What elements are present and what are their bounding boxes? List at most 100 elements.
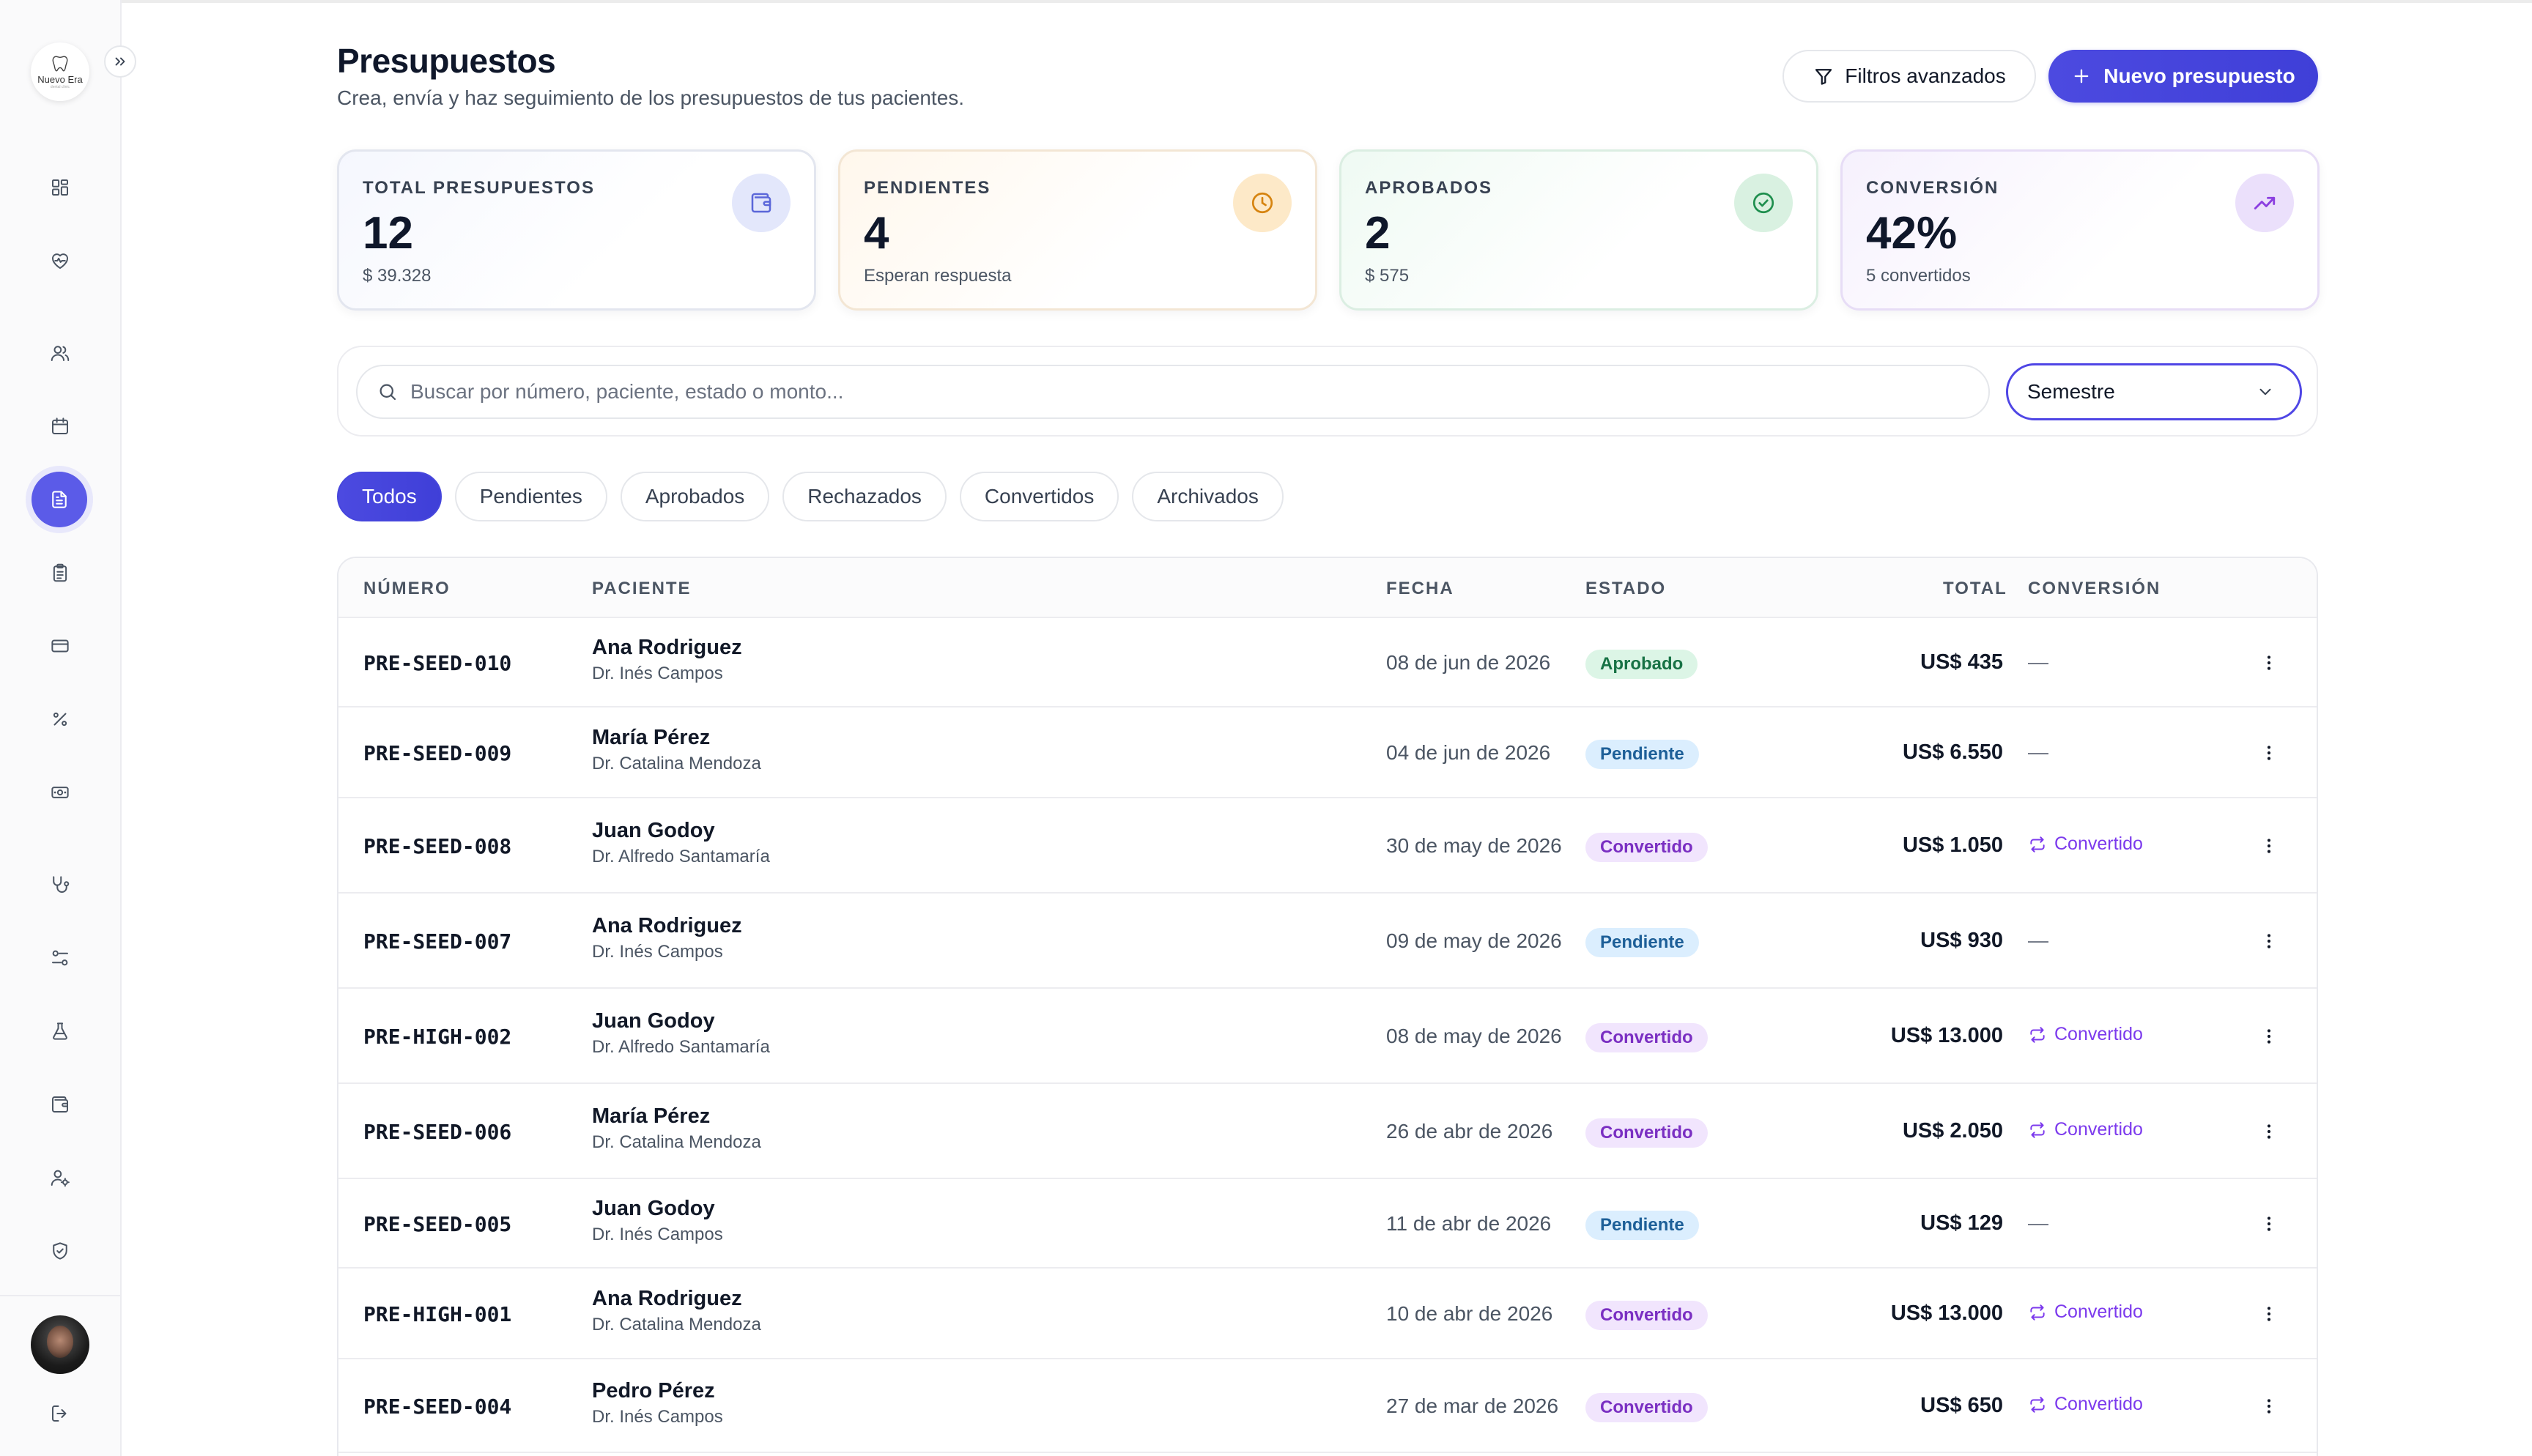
nav-dashboard[interactable] [34,161,86,214]
tab-convertidos[interactable]: Convertidos [959,472,1119,521]
repeat-icon [2030,836,2045,853]
table-row[interactable]: PRE-SEED-007 Ana Rodriguez Dr. Inés Campos… [338,894,2317,989]
nav-settings[interactable] [34,932,86,984]
document-icon [52,491,67,508]
check-circle-icon [1734,174,1793,232]
row-actions-button[interactable] [2258,652,2280,674]
period-select[interactable]: Semestre [2006,363,2302,420]
status-badge: Pendiente [1585,1211,1699,1240]
conversion-link[interactable]: Convertido [2028,1119,2143,1140]
row-actions-button[interactable] [2258,1121,2280,1143]
table-row[interactable]: PRE-HIGH-001 Ana Rodriguez Dr. Catalina Me… [338,1269,2317,1359]
doctor-name: Dr. Alfredo Santamaría [592,1037,770,1057]
nav-calendar[interactable] [34,400,86,453]
nav-security[interactable] [34,1225,86,1277]
table-row[interactable]: PRE-SEED-010 Ana Rodriguez Dr. Inés Campos… [338,618,2317,707]
nav-payments[interactable] [34,620,86,672]
sidebar-divider [0,1295,122,1296]
more-vertical-icon [2267,655,2271,670]
patient-name: Pedro Pérez [592,1379,715,1403]
table-row[interactable]: PRE-SEED-004 Pedro Pérez Dr. Inés Campos 27… [338,1359,2317,1453]
user-avatar[interactable] [31,1315,89,1374]
row-actions-button[interactable] [2258,742,2280,764]
stat-card-total: TOTAL PRESUPUESTOS 12 $ 39.328 [337,149,816,311]
table-row[interactable]: PRE-SEED-008 Juan Godoy Dr. Alfredo Santam… [338,798,2317,894]
budget-number[interactable]: PRE-SEED-005 [363,1212,512,1236]
row-actions-button[interactable] [2258,1025,2280,1047]
nav-clipboard[interactable] [34,546,86,599]
nav-wallet[interactable] [34,1078,86,1131]
tab-todos[interactable]: Todos [337,472,442,521]
conversion-link[interactable]: Convertido [2028,833,2143,855]
tab-rechazados[interactable]: Rechazados [782,472,947,521]
conversion-link[interactable]: Convertido [2028,1024,2143,1045]
trending-up-icon [2235,174,2294,232]
row-actions-button[interactable] [2258,930,2280,952]
header-estado: ESTADO [1585,579,1667,598]
search-bar: Semestre [337,346,2318,437]
search-icon [380,384,396,401]
budget-number[interactable]: PRE-HIGH-001 [363,1302,512,1326]
budget-number[interactable]: PRE-SEED-010 [363,651,512,675]
table-row[interactable]: PRE-SEED-006 María Pérez Dr. Catalina Mend… [338,1084,2317,1179]
conversion-label: Convertido [2054,833,2143,854]
nav-patients[interactable] [34,327,86,379]
doctor-name: Dr. Catalina Mendoza [592,1132,761,1152]
search-input[interactable] [410,380,1949,404]
search-field[interactable] [356,365,1990,419]
row-actions-button[interactable] [2258,835,2280,857]
stat-value: 2 [1365,208,1391,259]
budget-number[interactable]: PRE-SEED-009 [363,741,512,765]
conversion-link[interactable]: Convertido [2028,1301,2143,1323]
budget-date: 08 de jun de 2026 [1386,651,1551,674]
tab-aprobados[interactable]: Aprobados [620,472,770,521]
patient-name: Juan Godoy [592,1009,715,1033]
stat-card-approved: APROBADOS 2 $ 575 [1339,149,1818,311]
advanced-filters-button[interactable]: Filtros avanzados [1783,50,2036,103]
budget-number[interactable]: PRE-SEED-008 [363,834,512,858]
budget-total: US$ 129 [1920,1211,2003,1235]
budget-number[interactable]: PRE-SEED-007 [363,929,512,954]
logout-icon [52,1405,67,1422]
doctor-name: Dr. Catalina Mendoza [592,754,761,773]
patient-cell: Ana Rodriguez Dr. Inés Campos [592,913,742,963]
nav-presupuestos[interactable] [32,472,87,527]
row-actions-button[interactable] [2258,1303,2280,1325]
tab-pendientes[interactable]: Pendientes [454,472,607,521]
wallet-icon [52,1096,68,1113]
budget-date: 26 de abr de 2026 [1386,1120,1553,1143]
table-row[interactable]: PRE-HIGH-002 Juan Godoy Dr. Alfredo Santam… [338,989,2317,1084]
table-row[interactable]: PRE-SEED-005 Juan Godoy Dr. Inés Campos 11 … [338,1179,2317,1269]
more-vertical-icon [2267,839,2271,853]
more-vertical-icon [2267,746,2271,760]
clinic-logo[interactable]: Nuevo Era dental clinic [31,42,89,101]
row-actions-button[interactable] [2258,1213,2280,1235]
nav-users-admin[interactable] [34,1151,86,1204]
patient-name: Ana Rodriguez [592,636,742,659]
budget-number[interactable]: PRE-SEED-006 [363,1120,512,1144]
doctor-name: Dr. Catalina Mendoza [592,1315,761,1334]
table-row[interactable]: PRE-SEED-009 María Pérez Dr. Catalina Mend… [338,707,2317,798]
percent-icon [53,712,67,727]
doctor-name: Dr. Inés Campos [592,664,723,683]
budget-number[interactable]: PRE-SEED-004 [363,1394,512,1419]
nav-health[interactable] [34,234,86,287]
nav-treatments[interactable] [34,858,86,911]
period-select-value: Semestre [2027,380,2115,403]
new-budget-button[interactable]: Nuevo presupuesto [2048,50,2318,103]
nav-discounts[interactable] [34,693,86,746]
expand-sidebar-button[interactable] [104,45,136,78]
chevrons-right-icon [115,57,125,66]
patient-cell: Juan Godoy Dr. Alfredo Santamaría [592,1009,770,1058]
nav-cash[interactable] [34,766,86,819]
more-vertical-icon [2267,1124,2271,1139]
stat-value: 12 [363,208,413,259]
row-actions-button[interactable] [2258,1395,2280,1417]
tab-archivados[interactable]: Archivados [1132,472,1284,521]
nav-lab[interactable] [34,1005,86,1058]
logout-button[interactable] [45,1399,75,1428]
conversion-link[interactable]: Convertido [2028,1394,2143,1415]
budget-number[interactable]: PRE-HIGH-002 [363,1025,512,1049]
advanced-filters-label: Filtros avanzados [1845,64,2006,87]
doctor-name: Dr. Inés Campos [592,942,723,962]
